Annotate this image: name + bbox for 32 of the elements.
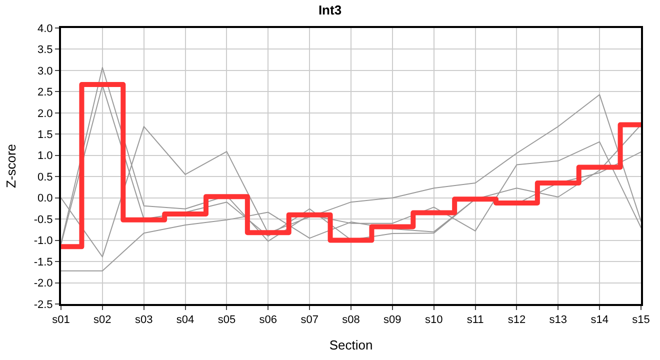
y-tick-label: 0.5 xyxy=(38,171,53,184)
x-tick-label: s07 xyxy=(300,314,318,326)
x-tick-label: s14 xyxy=(590,314,608,326)
y-tick-label: 2.5 xyxy=(38,86,53,99)
y-tick-label: -1.5 xyxy=(34,256,53,268)
y-tick-label: 0.0 xyxy=(38,192,53,205)
chart-title: Int3 xyxy=(318,2,342,18)
x-axis-title: Section xyxy=(329,337,373,352)
y-tick-label: 1.5 xyxy=(38,129,53,141)
x-tick-label: s01 xyxy=(52,314,70,326)
x-tick-label: s11 xyxy=(466,314,484,326)
y-tick-label: 4.0 xyxy=(38,22,53,35)
x-tick-label: s02 xyxy=(94,314,112,326)
y-tick-label: 1.0 xyxy=(38,150,53,162)
y-tick-label: -2.0 xyxy=(34,278,53,290)
x-tick-label: s04 xyxy=(176,314,194,326)
x-tick-label: s13 xyxy=(549,314,568,326)
y-tick-label: -0.5 xyxy=(34,214,53,226)
x-tick-label: s03 xyxy=(134,314,153,326)
y-tick-label: -1.0 xyxy=(34,235,53,248)
y-tick-label: 2.0 xyxy=(38,108,53,120)
x-tick-label: s06 xyxy=(259,314,278,326)
y-tick-label: -2.5 xyxy=(34,298,53,311)
y-axis-title: Z-score xyxy=(3,144,18,188)
x-tick-label: s12 xyxy=(508,314,526,326)
x-tick-label: s09 xyxy=(384,314,402,326)
x-tick-label: s08 xyxy=(342,314,360,326)
y-tick-label: 3.0 xyxy=(38,65,53,78)
x-tick-label: s05 xyxy=(218,314,236,326)
y-tick-label: 3.5 xyxy=(38,44,53,56)
x-tick-label: s15 xyxy=(632,314,650,326)
x-tick-label: s10 xyxy=(424,314,443,326)
